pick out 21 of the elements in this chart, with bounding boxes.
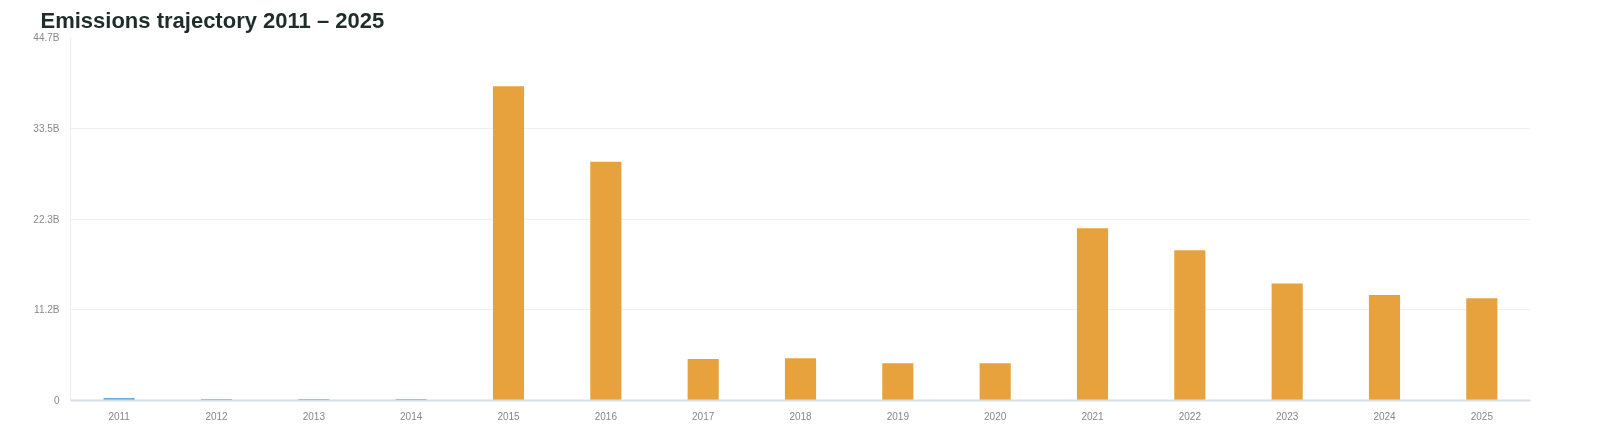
x-tick-label: 2023 (1276, 410, 1299, 422)
x-tick-label: 2014 (400, 410, 423, 422)
chart-title: Emissions trajectory 2011 – 2025 (40, 7, 385, 33)
y-tick-label: 44.7B (33, 32, 60, 43)
x-tick-label: 2025 (1470, 410, 1494, 422)
x-tick-label: 2020 (984, 410, 1007, 422)
x-tick-label: 2017 (692, 410, 715, 422)
y-tick-label: 33.5B (33, 122, 60, 134)
y-tick-label: 11.2B (34, 304, 60, 316)
x-tick-label: 2018 (789, 410, 813, 422)
x-tick-label: 2012 (205, 410, 229, 422)
x-tick-label: 2022 (1178, 410, 1202, 422)
x-tick-label: 2016 (594, 410, 618, 422)
x-tick-label: 2021 (1081, 410, 1105, 422)
x-tick-label: 2011 (108, 410, 131, 422)
x-tick-label: 2019 (886, 410, 910, 422)
y-tick-label: 0 (53, 395, 60, 406)
x-tick-label: 2024 (1373, 410, 1397, 422)
x-tick-label: 2015 (497, 410, 521, 422)
x-tick-label: 2013 (302, 410, 326, 422)
y-tick-label: 22.3B (33, 213, 60, 225)
